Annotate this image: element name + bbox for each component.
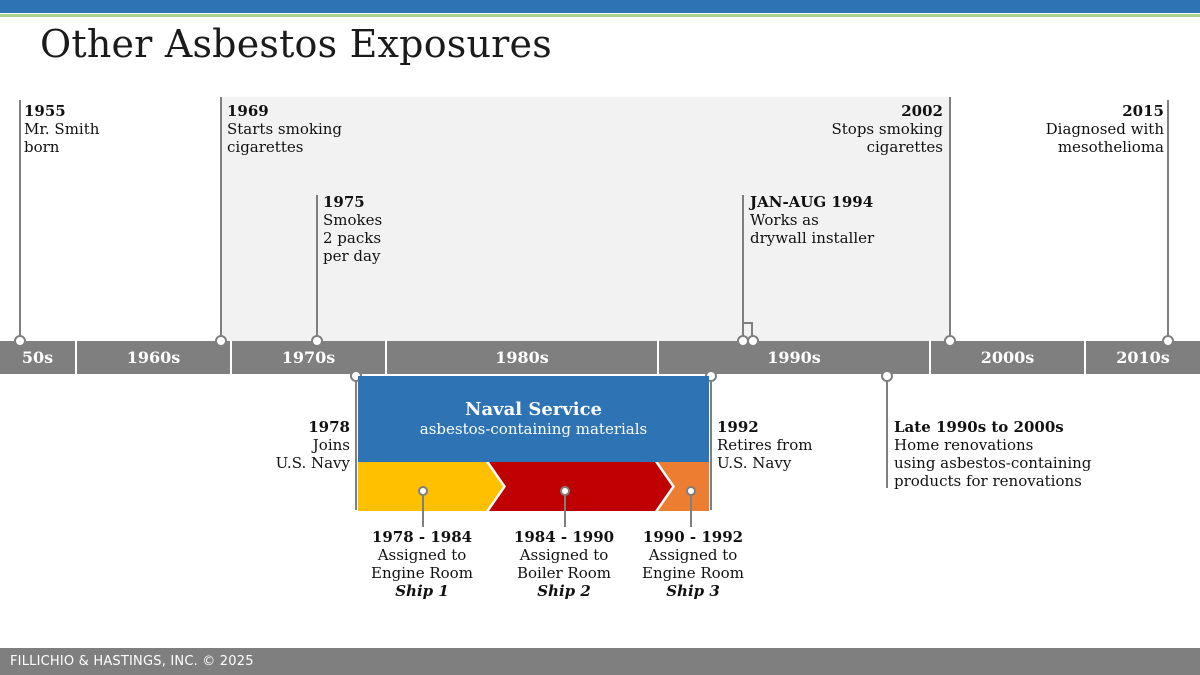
decade-1970s: 1970s	[230, 341, 385, 374]
decade-2000s: 2000s	[929, 341, 1084, 374]
leader-1994	[742, 195, 744, 340]
leader-1978	[355, 376, 357, 510]
decade-1980s: 1980s	[385, 341, 657, 374]
decade-1960s: 1960s	[75, 341, 230, 374]
marker-ship-3	[686, 486, 696, 496]
marker-1975	[311, 335, 323, 347]
footer-bar: FILLICHIO & HASTINGS, INC. © 2025	[0, 648, 1200, 675]
marker-ship-2	[560, 486, 570, 496]
ship-1-segment	[358, 462, 503, 511]
ship-2-segment	[489, 462, 672, 511]
event-2015: 2015 Diagnosed with mesothelioma	[1045, 102, 1164, 156]
decade-1950s: 50s	[21, 348, 54, 367]
top-accent-line	[0, 14, 1200, 17]
leader-1992	[710, 376, 712, 510]
marker-2015	[1162, 335, 1174, 347]
bracket-1994	[743, 322, 753, 336]
leader-1969	[220, 97, 222, 340]
naval-service-title: Naval Service	[465, 399, 602, 420]
event-1975: 1975 Smokes 2 packs per day	[323, 193, 383, 265]
naval-service-subtitle: asbestos-containing materials	[419, 420, 648, 438]
event-1955: 1955 Mr. Smith born	[24, 102, 100, 156]
event-1992: 1992 Retires from U.S. Navy	[717, 418, 813, 472]
decade-1990s: 1990s	[657, 341, 929, 374]
event-late-1990s: Late 1990s to 2000s Home renovations usi…	[894, 418, 1092, 490]
event-1978: 1978 Joins U.S. Navy	[275, 418, 350, 472]
leader-ship-3	[690, 511, 692, 527]
marker-1955	[14, 335, 26, 347]
leader-2002	[949, 97, 951, 340]
timeline-axis	[0, 341, 1200, 374]
leader-ship-2	[564, 511, 566, 527]
page-title: Other Asbestos Exposures	[40, 22, 552, 66]
marker-1994-aug	[747, 335, 759, 347]
marker-late-1990s	[881, 370, 893, 382]
naval-service-block: Naval Service asbestos-containing materi…	[358, 376, 709, 462]
marker-ship-1	[418, 486, 428, 496]
top-accent-bar	[0, 0, 1200, 13]
ship-2-label: 1984 - 1990 Assigned to Boiler Room Ship…	[513, 528, 615, 600]
ship-assignment-arrows	[358, 462, 709, 511]
leader-late-1990s	[886, 376, 888, 488]
smoking-period-band	[221, 97, 950, 341]
leader-1975	[316, 195, 318, 340]
ship-3-label: 1990 - 1992 Assigned to Engine Room Ship…	[642, 528, 744, 600]
ship-3-segment	[658, 462, 709, 511]
leader-2015	[1167, 100, 1169, 340]
footer-copyright: FILLICHIO & HASTINGS, INC. © 2025	[10, 654, 254, 669]
leader-ship-1	[422, 511, 424, 527]
event-1994: JAN-AUG 1994 Works as drywall installer	[750, 193, 875, 247]
marker-1969	[215, 335, 227, 347]
ship-1-label: 1978 - 1984 Assigned to Engine Room Ship…	[371, 528, 473, 600]
decade-2010s: 2010s	[1084, 341, 1200, 374]
leader-1955	[19, 100, 21, 340]
marker-2002	[944, 335, 956, 347]
event-1969: 1969 Starts smoking cigarettes	[227, 102, 343, 156]
event-2002: 2002 Stops smoking cigarettes	[831, 102, 943, 156]
